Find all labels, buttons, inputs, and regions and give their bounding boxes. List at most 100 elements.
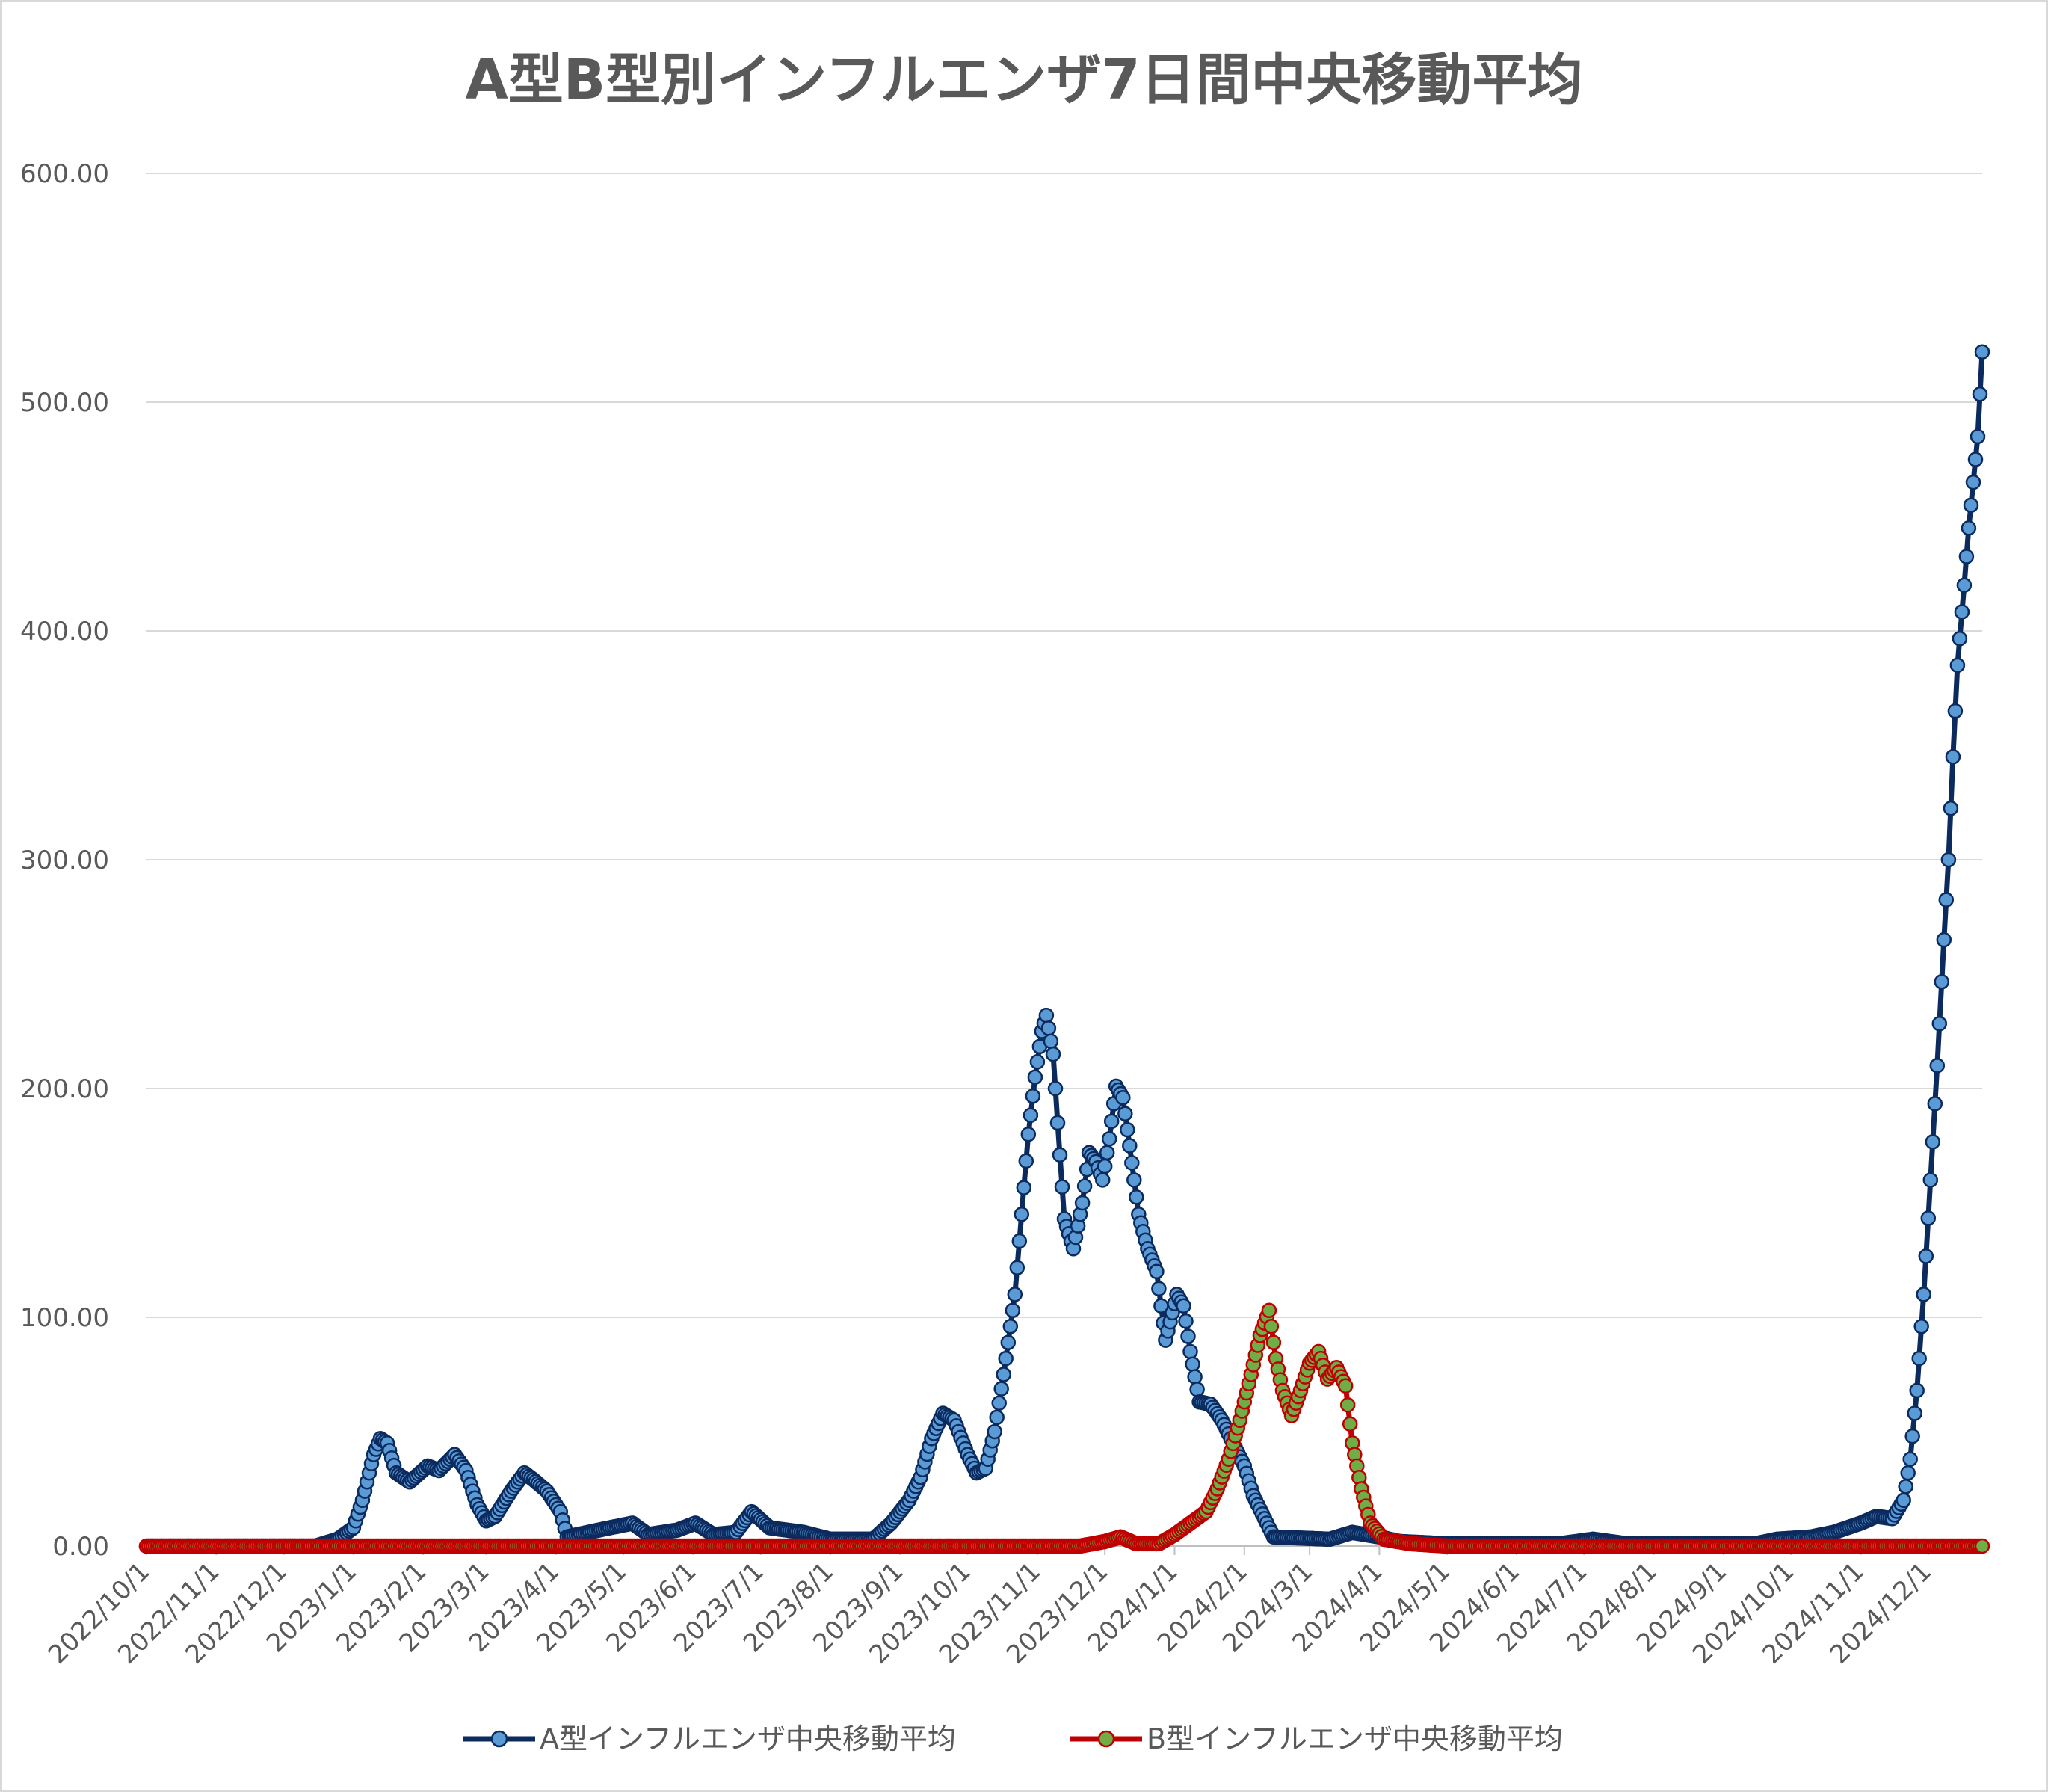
series-a-point	[1182, 1343, 1198, 1360]
series-a-point	[1002, 1318, 1019, 1334]
series-a-point	[1097, 1158, 1113, 1174]
series-a-point	[1929, 1058, 1946, 1074]
series-a-point	[1943, 800, 1959, 816]
series-a-point	[1965, 474, 1981, 490]
series-a-point	[1180, 1328, 1196, 1344]
series-a-point	[993, 1381, 1009, 1397]
series-a-point	[1972, 387, 1988, 402]
series-a-point	[1094, 1172, 1111, 1188]
series-b-point	[1974, 1538, 1990, 1554]
series-a-point	[1025, 1088, 1041, 1104]
series-a-point	[1018, 1153, 1034, 1169]
y-tick-label: 0.00	[52, 1532, 109, 1562]
series-a-point	[1101, 1131, 1117, 1147]
series-b-point	[1265, 1334, 1282, 1350]
series-a-point	[1925, 1134, 1941, 1150]
series-a-point	[1054, 1179, 1070, 1195]
y-tick-label: 400.00	[20, 617, 109, 647]
series-a-point	[1122, 1138, 1138, 1154]
x-axis: 2022/10/12022/11/12022/12/12023/1/12023/…	[43, 1545, 1982, 1670]
series-a-line	[146, 351, 1985, 1549]
series-a-point	[1909, 1382, 1925, 1399]
y-tick-label: 600.00	[20, 159, 109, 189]
series-a-point	[1007, 1287, 1023, 1302]
series-a-point	[1049, 1115, 1066, 1131]
grid-lines	[146, 173, 1982, 1318]
series-a-point	[1103, 1113, 1120, 1130]
series-a-point	[1076, 1178, 1093, 1194]
series-a-point	[1151, 1281, 1167, 1297]
series-b-point	[1263, 1318, 1280, 1334]
series-a-point	[1927, 1096, 1943, 1112]
series-a-point	[1045, 1046, 1061, 1062]
series-a-point	[1126, 1172, 1142, 1188]
series-a-point	[1898, 1479, 1913, 1494]
series-a-point	[1940, 852, 1957, 868]
legend: A型インフルエンザ中央移動平均 B型インフルエンザ中央移動平均	[463, 1722, 1563, 1755]
series-a-point	[1040, 1020, 1057, 1036]
series-a-point	[1189, 1382, 1205, 1397]
series-a-point	[1009, 1260, 1025, 1275]
series-a-point	[989, 1409, 1005, 1426]
series-a-point	[1074, 1195, 1091, 1211]
legend-label-b: B型インフルエンザ中央移動平均	[1147, 1722, 1563, 1755]
legend-marker-a	[490, 1730, 508, 1748]
series-a-point	[1974, 344, 1990, 360]
series-a-point	[1023, 1107, 1039, 1123]
series-a-point	[1149, 1263, 1165, 1280]
series-a-point	[1949, 657, 1966, 674]
series-a-point	[996, 1367, 1011, 1382]
series-a-point	[1005, 1302, 1021, 1319]
series-b-point	[1337, 1378, 1354, 1394]
series-a-point	[991, 1395, 1007, 1411]
series-a-point	[1117, 1106, 1133, 1121]
series-a-point	[1185, 1356, 1200, 1372]
series-a-point	[1947, 703, 1964, 719]
y-tick-label: 300.00	[20, 846, 109, 875]
series-a-point	[1099, 1145, 1115, 1160]
series-a-point	[1043, 1033, 1059, 1050]
series-a-point	[1029, 1054, 1046, 1070]
series-a-point	[1936, 932, 1952, 948]
series-a-point	[1922, 1172, 1939, 1188]
series-a-point	[1176, 1298, 1191, 1314]
legend-marker-b	[1097, 1730, 1115, 1748]
series-a-point	[1956, 577, 1973, 594]
series-a-point	[1115, 1089, 1131, 1106]
series-a-point	[1178, 1313, 1194, 1329]
series-a-point	[1124, 1155, 1140, 1171]
series-a-point	[1900, 1465, 1916, 1481]
series-a-point	[1902, 1451, 1918, 1467]
series-a-point	[1954, 604, 1970, 620]
series-a-point	[1052, 1147, 1068, 1163]
series-a-point	[1011, 1233, 1028, 1249]
series-a-point	[1896, 1492, 1911, 1509]
series-a-point	[1120, 1121, 1135, 1138]
series-a-point	[1918, 1248, 1934, 1264]
series-a-point	[1129, 1189, 1144, 1205]
y-tick-label: 100.00	[20, 1303, 109, 1333]
series-a-point	[1014, 1207, 1030, 1222]
series-a	[138, 344, 1990, 1554]
series-b-point	[1342, 1416, 1358, 1432]
series-a-point	[987, 1423, 1002, 1440]
series-b	[138, 1302, 1990, 1554]
series-a-point	[1020, 1126, 1037, 1142]
y-tick-label: 200.00	[20, 1074, 109, 1104]
series-a-point	[1920, 1210, 1937, 1226]
series-a-point	[1945, 749, 1961, 765]
series-a-point	[1038, 1007, 1055, 1023]
series-b-point	[1339, 1397, 1356, 1413]
y-axis-ticks: 0.00 100.00 200.00 300.00 400.00 500.00 600.00	[20, 159, 109, 1562]
series-a-point	[1952, 630, 1968, 647]
series-a-point	[1907, 1405, 1922, 1421]
series-a-point	[1963, 497, 1979, 513]
series-a-point	[1931, 1016, 1948, 1032]
series-a-point	[1961, 520, 1977, 536]
series-a-point	[1016, 1180, 1032, 1195]
series-a-point	[1047, 1080, 1064, 1097]
series-a-point	[1958, 549, 1975, 564]
series-b-line	[146, 1308, 1983, 1549]
